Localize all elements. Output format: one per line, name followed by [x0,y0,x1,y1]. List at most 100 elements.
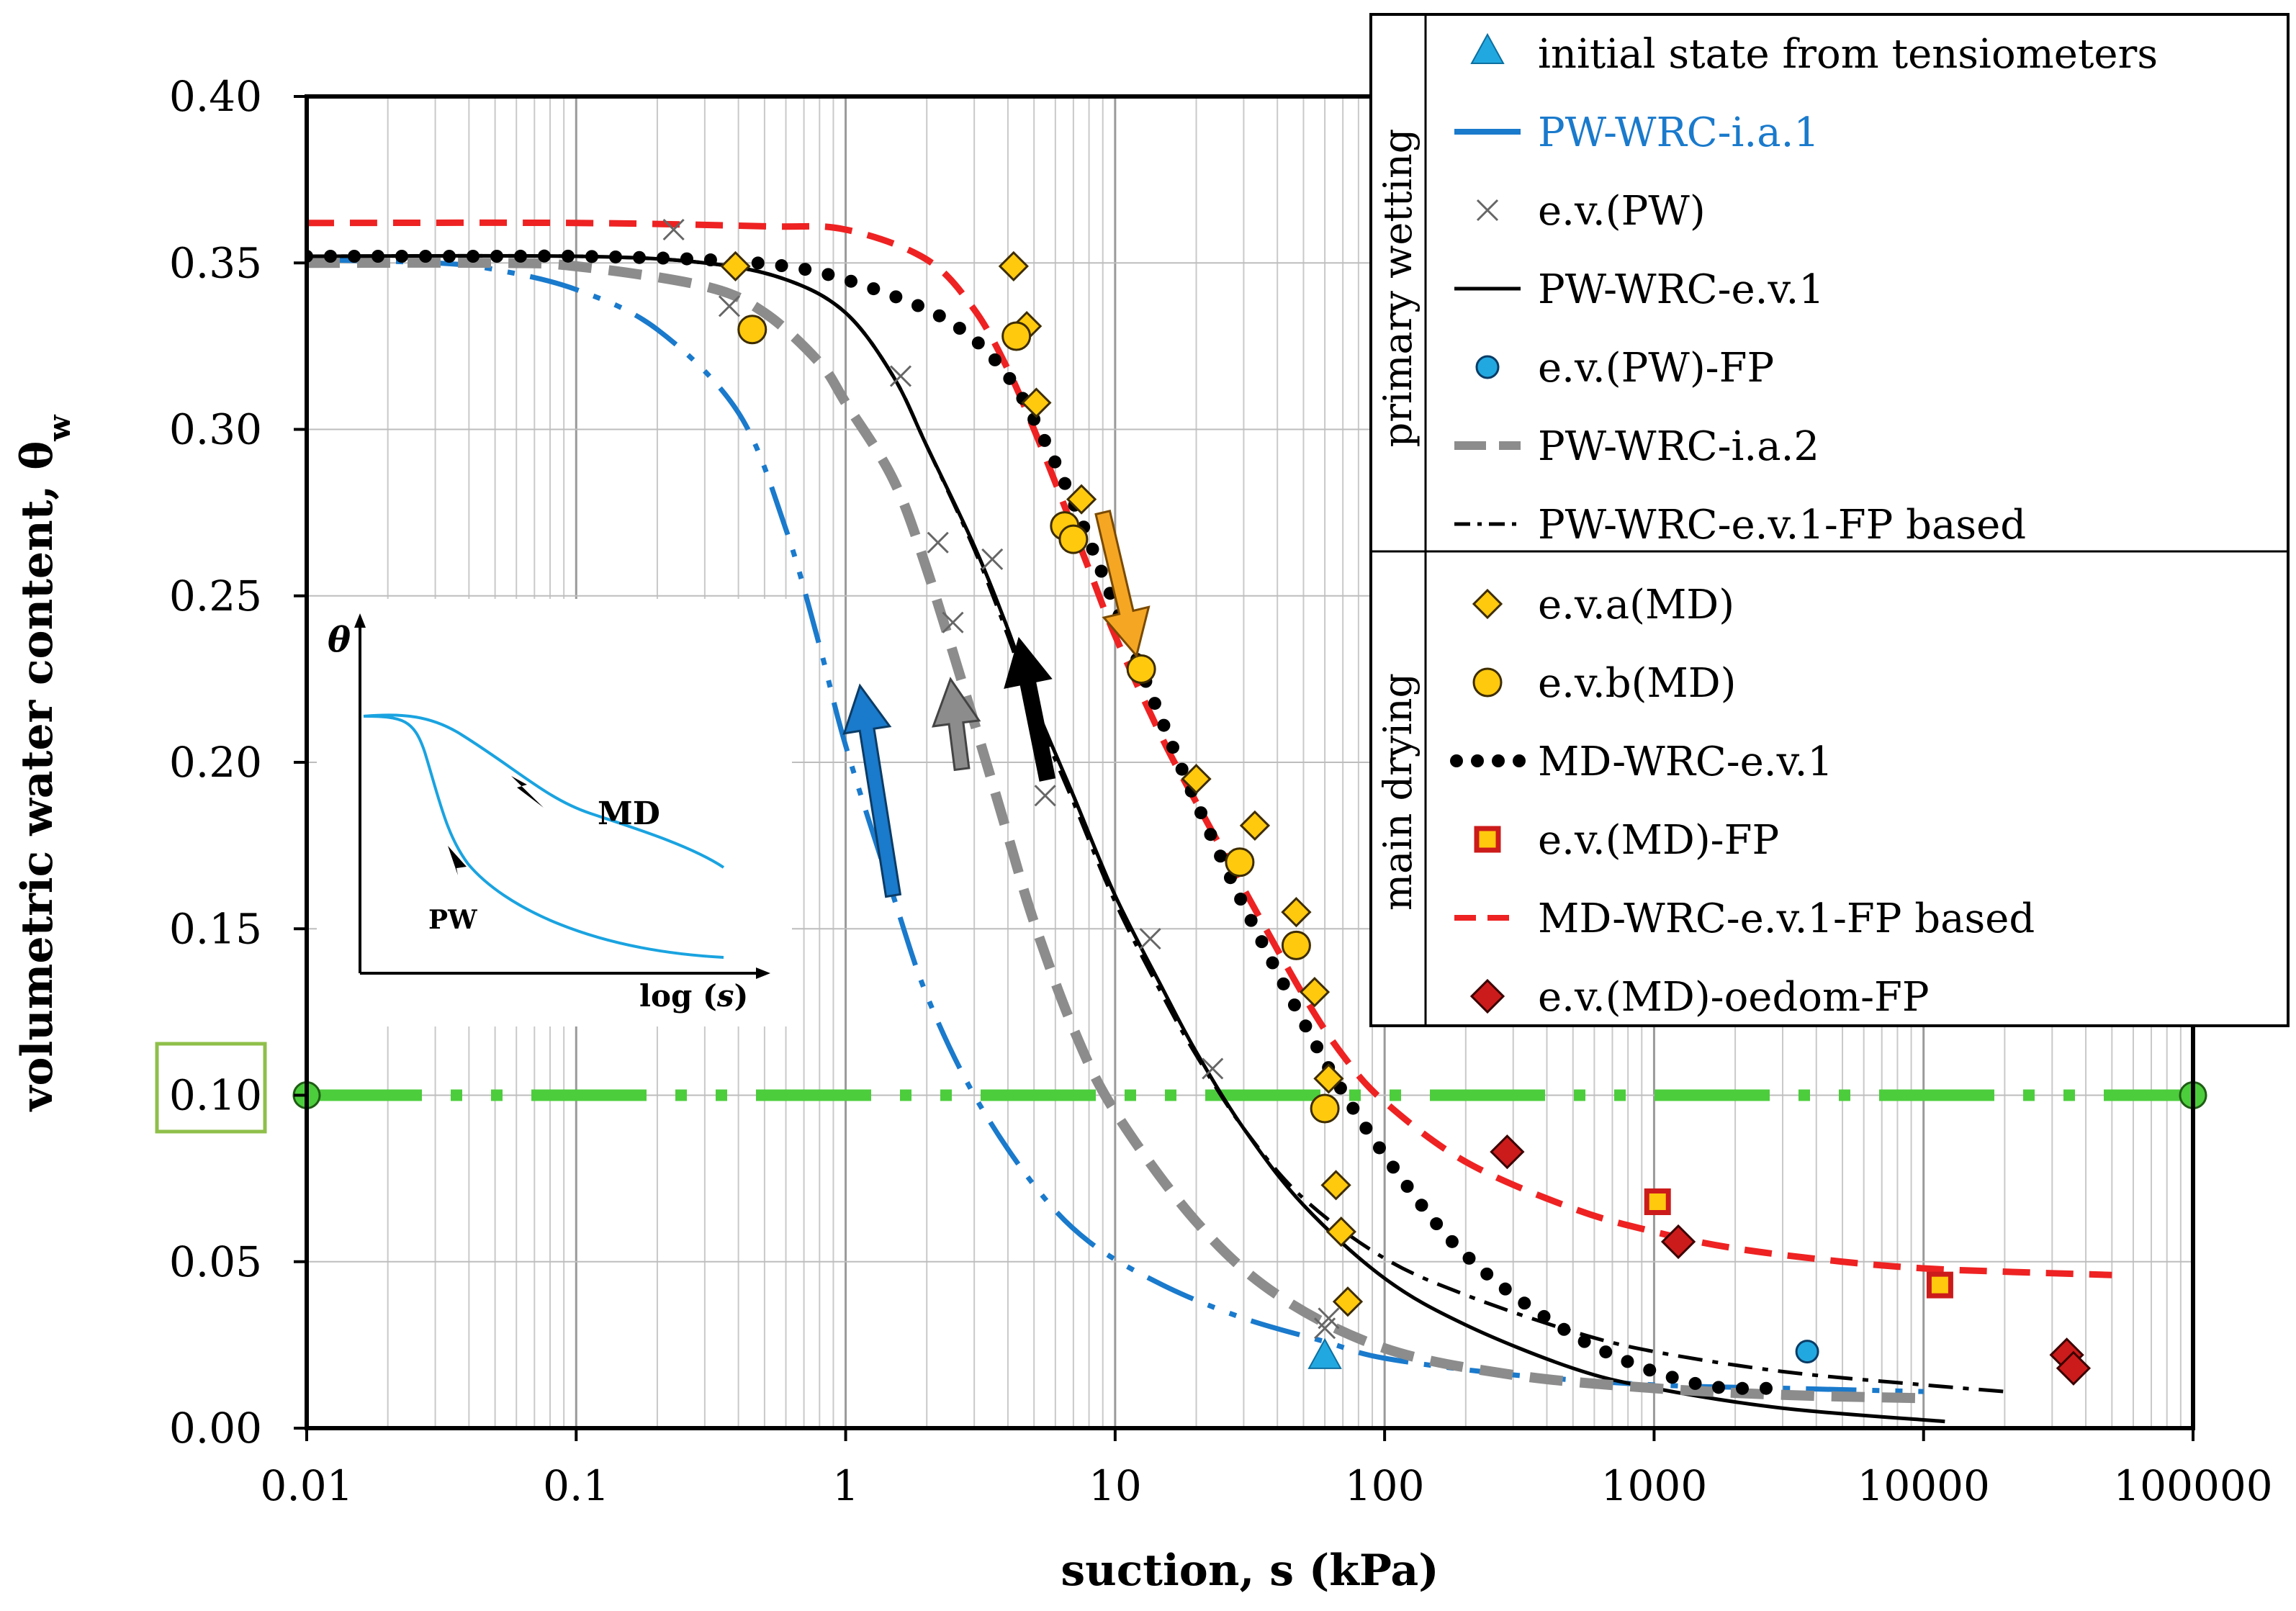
x-tick-label: 1000 [1601,1461,1708,1510]
marker-md-wrc-ev1-dot [1003,371,1017,385]
marker-md-wrc-ev1-dot [585,250,598,263]
series-line-md-wrc-e-v-1-fp-based [307,219,2112,1278]
marker-md-wrc-ev1-dot [1048,455,1062,469]
inset-x-arrowhead [756,967,770,979]
marker-md-wrc-ev1-dot [1175,762,1189,776]
x-axis-title: suction, s (kPa) [1061,1545,1439,1596]
inset-y-arrowhead [354,613,366,628]
marker-md-wrc-ev1-dot [467,250,480,263]
marker-md-wrc-ev1-dot [1518,1296,1531,1310]
marker-e-v-md-fp [1644,1188,1671,1215]
legend-label: e.v.(PW)-FP [1538,345,1774,392]
marker-e-v-pw- [927,531,949,554]
marker-e-v-md-oedom-fp [1660,1224,1696,1260]
marker-e-v-a-md- [1299,977,1331,1008]
marker-md-wrc-ev1-dot [1214,849,1228,863]
marker-md-wrc-ev1-dot [419,250,432,263]
marker-legend-swatch [1472,588,1503,620]
legend-label: PW-WRC-e.v.1 [1538,266,1824,313]
legend-label: e.v.(MD)-FP [1538,817,1779,864]
legend-group-main-drying: main drying [1375,673,1421,911]
marker-e-v-md-fp [1926,1271,1953,1299]
marker-md-wrc-ev1-dot [1255,935,1269,949]
marker-md-wrc-ev1-dot [1387,1160,1400,1174]
marker-md-wrc-ev1-dot [1310,1040,1324,1054]
legend-label: e.v.(MD)-oedom-FP [1538,974,1930,1021]
marker-e-v-pw- [718,295,741,317]
marker-md-wrc-ev1-dot [1166,741,1180,754]
y-tick-label: 0.10 [169,1071,262,1120]
marker-md-wrc-ev1-dot [1643,1363,1657,1377]
y-axis-title-main: volumetric water content, θ [12,441,63,1113]
marker-e-v-a-md- [1281,897,1312,928]
highlight-box-0.10 [155,1042,267,1134]
y-tick-label: 0.40 [169,72,262,121]
y-axis-title-sub: w [42,415,77,442]
marker-e-v-b-md- [737,315,767,345]
legend-entries: initial state from tensiometers PW-WRC-i.… [1450,31,2158,1021]
inset-x-label: log (s) [639,978,748,1014]
marker-e-v-pw- [1139,928,1161,950]
marker-e-v-a-md- [1320,1170,1351,1201]
marker-md-wrc-ev1-dot [1346,1101,1360,1115]
marker-e-v-a-md- [1021,387,1052,418]
marker-md-wrc-ev1-dot [1480,1267,1494,1281]
marker-legend-swatch-dot [1471,754,1484,767]
legend: primary wetting main drying initial stat… [1369,13,2290,1027]
marker-md-wrc-ev1-dot [632,251,646,264]
series-line-pw-wrc-e-v-1 [307,253,1945,1424]
marker-md-wrc-ev1-dot [953,322,966,335]
x-tick-label: 10000 [1857,1461,1990,1510]
x-tick-label: 1 [832,1461,859,1510]
marker-md-wrc-ev1-dot [1204,828,1217,841]
marker-md-wrc-ev1-dot [561,249,575,263]
x-tick-label: 100 [1345,1461,1425,1510]
legend-label: e.v.(PW) [1538,188,1706,235]
legend-label: e.v.a(MD) [1538,582,1734,628]
marker-md-wrc-ev1-dot [1244,913,1258,927]
marker-e-v-b-md- [1058,524,1089,554]
legend-group-primary-wetting: primary wetting [1375,129,1421,448]
marker-md-wrc-ev1-dot [324,250,337,263]
marker-md-wrc-ev1-dot [1760,1381,1773,1395]
legend-label: MD-WRC-e.v.1-FP based [1538,895,2035,942]
marker-e-v-b-md- [1281,930,1311,960]
marker-md-wrc-ev1-dot [798,263,812,276]
y-tick-label: 0.35 [169,238,262,287]
legend-label: e.v.b(MD) [1538,660,1737,707]
marker-md-wrc-ev1-dot [537,249,551,263]
marker-md-wrc-ev1-dot [1688,1376,1702,1390]
y-axis-title-group: volumetric water content, θw [12,415,77,1113]
marker-md-wrc-ev1-dot [889,290,903,304]
marker-md-wrc-ev1-dot [971,336,985,350]
marker-md-wrc-ev1-dot [1537,1309,1551,1323]
marker-e-v-pw-fp [1795,1340,1819,1364]
marker-e-v-pw- [981,548,1004,570]
marker-md-wrc-ev1-dot [513,249,527,263]
marker-e-v-a-md- [1313,1063,1344,1094]
x-tick-label: 0.1 [543,1461,609,1510]
inset-md-label: MD [598,795,660,832]
series-group [307,218,2112,1424]
marker-md-wrc-ev1-dot [1498,1282,1512,1296]
marker-legend-swatch-dot [1513,754,1526,767]
marker-md-wrc-ev1-dot [1148,697,1161,710]
marker-md-wrc-ev1-dot [608,250,622,263]
marker-md-wrc-ev1-dot [1445,1235,1459,1248]
y-tick-label: 0.00 [169,1404,262,1453]
marker-e-v-pw- [1318,1307,1340,1330]
marker-md-wrc-ev1-dot [867,282,881,296]
x-tick-label: 10 [1089,1461,1142,1510]
y-tick-label: 0.20 [169,738,262,787]
marker-md-wrc-ev1-dot [845,274,858,288]
y-axis-ticks: 0.00 0.05 0.10 0.15 0.20 0.25 0.30 0.35 0.40 [169,72,307,1453]
arrow-primary-wetting-ia1 [842,683,902,898]
y-axis-title: volumetric water content, θw [12,415,77,1113]
marker-md-wrc-ev1-dot [1058,477,1072,490]
y-tick-label: 0.05 [169,1237,262,1286]
marker-md-wrc-ev1-dot [1621,1355,1634,1368]
marker-md-wrc-ev1-dot [1287,998,1301,1012]
marker-md-wrc-ev1-dot [1557,1322,1571,1336]
marker-e-v-pw- [662,218,685,241]
legend-frame [1369,13,2290,1027]
